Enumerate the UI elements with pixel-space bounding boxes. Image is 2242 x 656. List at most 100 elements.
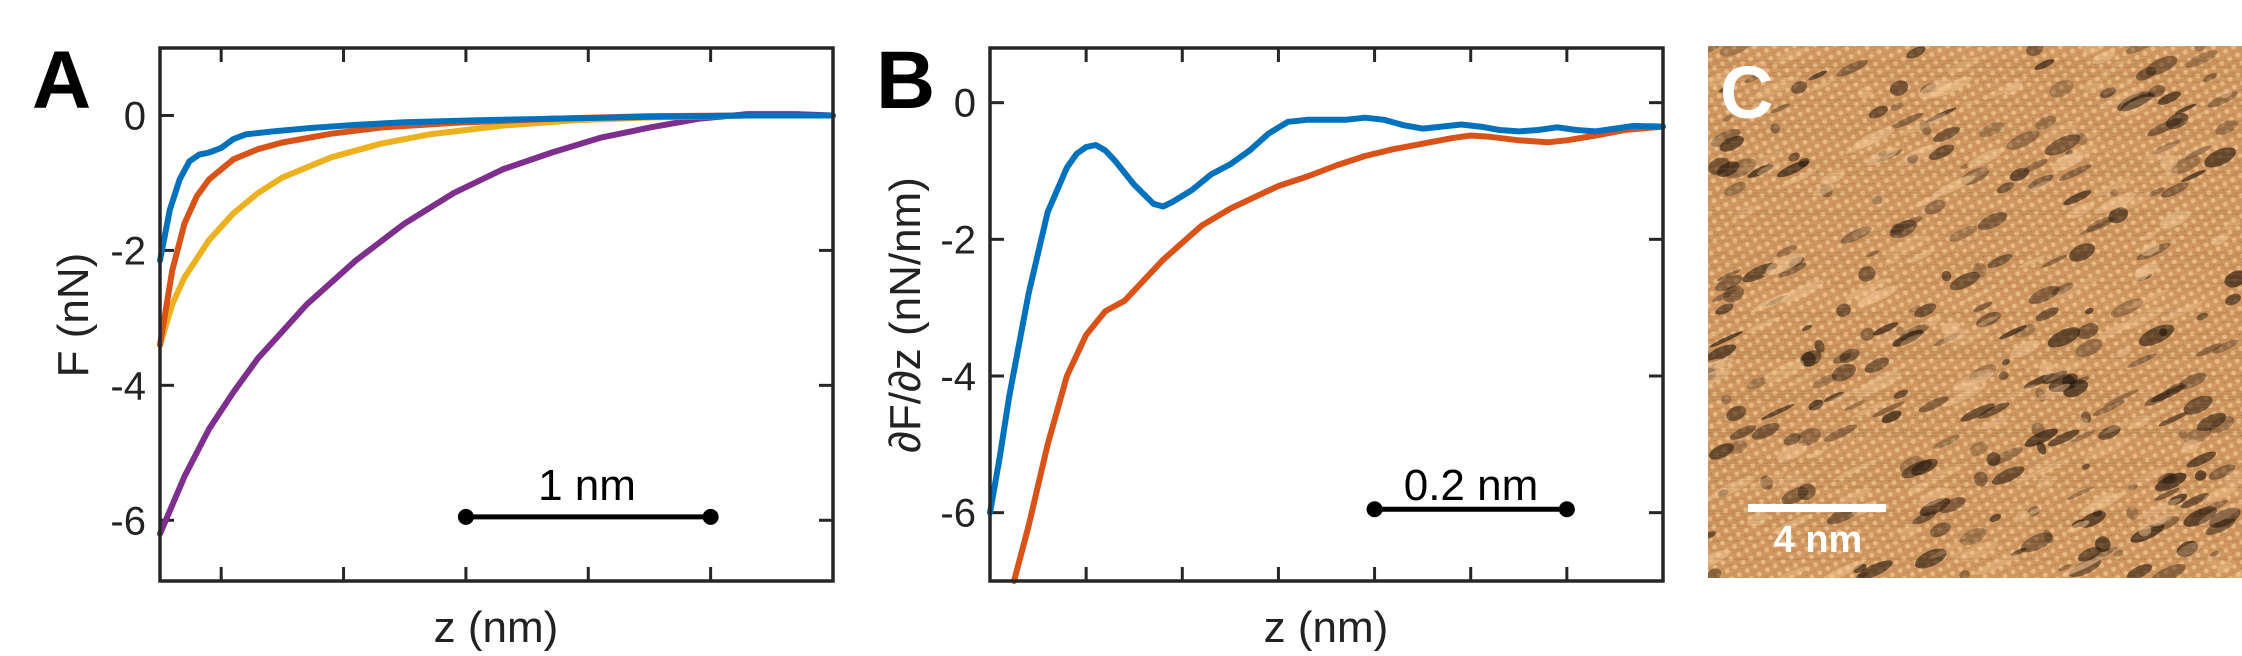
afm-dark-spot [1924,107,1957,123]
afm-bright-spot [1752,75,1800,100]
afm-bright-spot [2211,233,2229,246]
afm-dark-spot [2157,91,2181,105]
afm-bright-spot [2015,473,2035,484]
panel-b-scale-bar: 0.2 nm [1366,461,1575,518]
afm-dark-spot [1717,489,1729,498]
series-line-orange [157,112,836,348]
afm-bright-spot [2138,524,2152,537]
afm-dark-spot [1968,364,1997,382]
afm-dark-spot [1808,70,1828,81]
afm-dark-spot [2034,59,2055,71]
afm-dark-spot [1722,285,1744,303]
afm-dark-spot [2174,103,2197,115]
afm-dark-spot [1890,223,1905,236]
afm-bright-spot [1976,315,1999,327]
afm-bright-spot [2039,361,2054,376]
afm-dark-spot [1776,245,1797,257]
afm-bright-spot [2119,96,2155,117]
afm-bright-spot [1856,285,1899,307]
afm-dark-spot [1708,443,1735,460]
afm-scale-bar-label: 4 nm [1774,519,1863,561]
afm-bright-spot [1833,458,1879,481]
afm-dark-spot [2077,546,2102,562]
afm-bright-spot [1708,71,1730,88]
afm-dark-spot [1959,570,1970,578]
afm-dark-spot [2035,307,2059,321]
afm-bright-spot [2100,86,2146,109]
afm-bright-spot [1713,357,1734,369]
afm-bright-spot [1918,487,1951,507]
afm-dark-spot [2183,506,2218,527]
panel-a-frame [158,46,835,583]
afm-dark-spot [1839,348,1860,363]
afm-bright-spot [1996,384,2036,404]
afm-bright-spot [2004,83,2024,95]
afm-bright-spot [2103,419,2132,434]
afm-dark-spot [2185,145,2212,159]
afm-dark-spot [2192,499,2228,518]
afm-bright-spot [1812,183,1835,197]
afm-bright-spot [2098,69,2111,79]
afm-bright-spot [2038,475,2054,489]
afm-dark-spot [1901,460,1933,479]
afm-dark-spot [1802,350,1822,366]
afm-dark-spot [1708,568,1722,578]
afm-bright-spot [2134,267,2149,281]
afm-dark-spot [1973,301,1993,312]
afm-dark-spot [2020,532,2053,553]
afm-bright-spot [2051,152,2084,171]
afm-dark-spot [1719,135,1744,152]
afm-dark-spot [2135,67,2157,81]
afm-dark-spot [2224,270,2242,288]
afm-dark-spot [2150,515,2180,533]
afm-dark-spot [1722,115,1733,122]
afm-dark-spot [1998,371,2009,381]
afm-dark-spot [1893,389,1909,399]
afm-dark-spot [2086,216,2115,232]
afm-dark-spot [2041,254,2068,268]
afm-bright-spot [2162,301,2204,322]
afm-bright-spot [2090,492,2115,506]
afm-bright-spot [1820,169,1846,185]
afm-dark-spot [2126,564,2153,578]
afm-bright-spot [2198,502,2242,526]
afm-dark-spot [1760,475,1774,490]
afm-bright-spot [2027,507,2042,516]
afm-dark-spot [1853,564,1867,573]
afm-bright-spot [1853,126,1895,149]
afm-dark-spot [2138,324,2175,347]
afm-dark-spot [1877,149,1903,163]
afm-dark-spot [2155,472,2187,492]
afm-bright-spot [2138,509,2182,531]
panel-a: A 0 -2 -4 -6 1 nm z (nm) F (nN) [32,35,836,652]
afm-dark-spot [2051,282,2074,296]
afm-dark-spot [2126,506,2139,520]
panel-a-scale-bar: 1 nm [457,461,719,525]
afm-dark-spot [2205,518,2236,535]
afm-bright-spot [1733,205,1759,220]
afm-bright-spot [1772,514,1813,534]
afm-bright-spot [1897,144,1938,166]
afm-bright-spot [2083,78,2104,94]
afm-bright-spot [2128,288,2170,309]
panel-letter-b: B [876,35,935,126]
afm-bright-spot [1745,316,1780,334]
afm-dark-spot [2014,323,2037,338]
afm-dark-spot [1710,128,1741,147]
afm-dark-spot [1801,324,1813,331]
panel-a-x-axis-label: z (nm) [434,603,559,652]
afm-dark-spot [2103,389,2139,407]
afm-bright-spot [1838,487,1872,505]
afm-dark-spot [1791,81,1808,94]
panel-a-y-axis-label: F (nN) [49,253,98,378]
afm-bright-spot [1819,560,1865,578]
afm-bright-spot [2091,50,2116,65]
afm-bright-spot [1829,388,1859,403]
afm-bright-spot [1908,482,1927,495]
afm-dark-spot [2047,327,2081,348]
afm-dark-spot [1933,126,1960,143]
afm-dark-spot [1872,195,1883,205]
afm-bright-spot [1966,372,1995,387]
afm-dark-spot [2006,130,2040,150]
afm-bright-spot [2082,46,2107,55]
